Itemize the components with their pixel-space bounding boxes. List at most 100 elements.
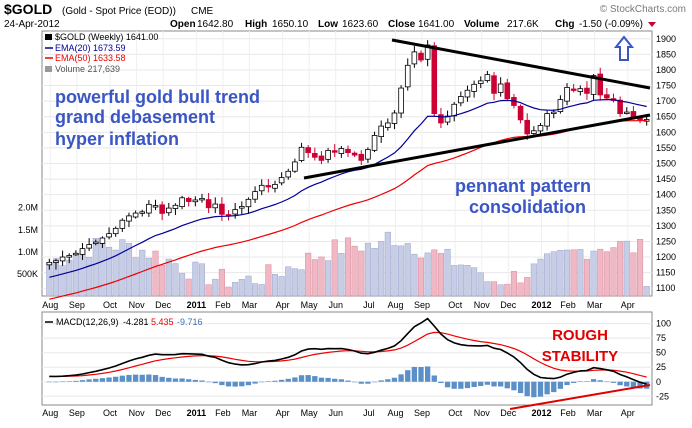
macd-hist-bar [79,380,86,382]
candle-body [471,83,477,92]
volume-bar [325,260,332,297]
candle-body [604,94,610,99]
volume-bar [378,241,385,297]
price-y-axis: 1100 1150 1200 1250 1300 1350 1400 1450 1500 1550… [656,34,676,293]
macd-hist-bar [571,381,577,383]
volume-value: 217.6K [507,19,539,30]
volume-bar [165,258,172,297]
x-tick-label: Oct [448,300,463,310]
volume-bar [411,253,418,297]
x-tick-label: Apr [276,408,290,418]
candle-body [232,209,238,215]
volume-tick-label: 2.0M [18,203,38,213]
pennant-line-1: pennant pattern [455,176,591,196]
volume-bar [285,266,292,297]
candle-body [338,148,345,154]
macd-hist-bar [86,379,92,382]
volume-bar [550,251,557,297]
macd-hist-bar [199,380,205,382]
volume-bar [86,257,93,297]
volume-bar [477,272,484,297]
x-tick-label: Oct [103,300,118,310]
volume-bar [617,241,624,297]
macd-hist-bar [292,377,298,382]
legend-volume-text: Volume 217,639 [55,64,120,74]
volume-bar [99,243,106,297]
volume-bar [52,258,59,297]
macd-hist-bar [405,370,411,382]
macd-tick-label: 0 [656,377,661,387]
macd-hist-bar [411,366,418,382]
x-tick-label: Jun [328,408,343,418]
volume-bar [610,247,617,297]
macd-hist-bar [378,380,384,382]
macd-hist-bar [285,378,291,382]
volume-bar [590,250,597,297]
macd-hist-bar [458,381,464,389]
macd-hist-bar [451,381,457,389]
macd-hist-bar [504,381,510,389]
macd-hist-bar [265,381,272,382]
price-tick-label: 1150 [656,268,675,278]
macd-hist-bar [219,381,225,386]
macd-hist-bar [278,379,285,382]
candle-body [258,184,265,192]
volume-bar [351,245,358,297]
macd-hist-bar [99,378,106,382]
candle-body [378,125,384,138]
candle-body [285,170,292,178]
macd-hist-bar [498,381,504,387]
volume-tick-label: 500K [17,269,38,279]
macd-hist-bar [544,381,550,395]
macd-hist-bar [478,381,484,387]
x-tick-label: Sep [69,408,85,418]
macd-hist-bar [152,375,159,382]
macd-hist-bar [338,379,345,382]
macd-hist-bar [624,381,630,387]
macd-hist-bar [186,379,192,382]
annotation-line-1: powerful gold bull trend [55,87,260,107]
volume-bar [510,271,517,297]
macd-hist-bar [205,381,212,383]
candle-body [278,177,285,184]
candle-body [444,115,451,123]
volume-bar [112,249,119,297]
x-tick-label: 2011 [187,300,207,310]
macd-hist-bar [298,375,305,382]
candle-body [544,113,550,127]
x-tick-label: Sep [69,300,85,310]
macd-hist-bar [119,375,125,382]
x-tick-label: Mar [242,408,258,418]
volume-bar [305,252,312,297]
macd-legend-label: MACD(12,26,9) [56,317,119,327]
macd-hist-bar [159,376,165,382]
volume-bar [398,245,405,297]
candle-body [318,155,325,161]
macd-hist-bar [146,374,152,382]
macd-stability-trendline [509,384,651,410]
candle-body [132,212,139,218]
macd-tick-label: 25 [656,362,666,372]
candle-body [205,199,212,209]
macd-hist-bar [438,381,444,384]
high-label: High [245,19,267,30]
x-tick-label: 2012 [531,300,551,310]
x-tick-label: Oct [448,408,463,418]
volume-bar [391,245,398,297]
price-x-axis: Aug Sep Oct Nov Dec 2011 Feb Mar Apr May Jun Jul Aug… [42,300,634,310]
low-label: Low [318,19,338,30]
candle-body [564,87,570,102]
candle-body [531,130,537,134]
candle-body [99,237,106,244]
volume-bar [192,261,199,297]
candle-body [431,45,438,115]
macd-hist-bar [232,381,238,387]
volume-bar [643,286,650,297]
x-tick-label: Aug [42,300,58,310]
volume-bar [637,238,644,297]
price-tick-label: 1400 [656,190,676,200]
macd-hist-bar [385,379,391,382]
candle-body [106,233,112,238]
macd-hist-bar [597,380,603,382]
price-legend: $GOLD (Weekly) 1641.00 EMA(20) 1673.59 E… [45,32,158,74]
